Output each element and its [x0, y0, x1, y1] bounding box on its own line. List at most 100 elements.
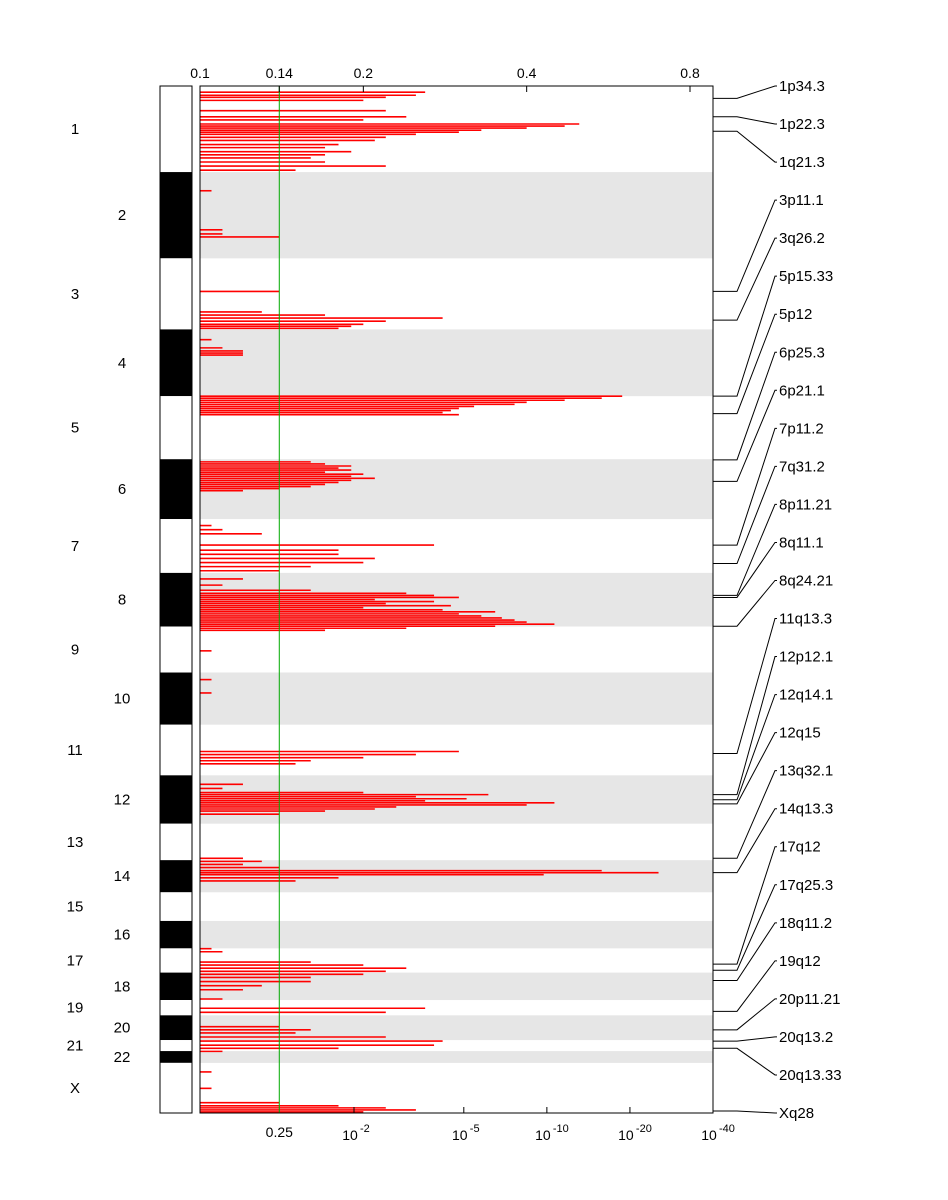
chromosome-label-3: 3: [71, 286, 79, 303]
ideogram-block-15: [160, 892, 192, 921]
bottom-axis-q-label: 0.25: [266, 1124, 293, 1140]
ideogram-block-3: [160, 258, 192, 330]
peak-connector: [713, 846, 777, 965]
peak-connector: [713, 884, 777, 971]
peak-connector: [713, 656, 777, 796]
peak-connector: [713, 732, 777, 805]
peak-label-5p15.33: 5p15.33: [779, 268, 833, 285]
peak-connector: [713, 579, 777, 627]
bottom-axis-pvalue-label: 10: [342, 1127, 358, 1143]
peak-label-7p11.2: 7p11.2: [779, 420, 824, 437]
peak-connector: [713, 694, 777, 801]
peak-label-18q11.2: 18q11.2: [779, 915, 832, 932]
peak-connector: [713, 313, 777, 415]
chromosome-band-20: [200, 1015, 713, 1041]
peak-connector: [713, 389, 777, 482]
ideogram-block-X: [160, 1062, 192, 1113]
peak-label-11q13.3: 11q13.3: [779, 611, 832, 628]
chromosome-label-10: 10: [114, 691, 131, 708]
chromosome-label-X: X: [70, 1080, 80, 1097]
peak-connector: [713, 130, 777, 163]
peak-label-7q31.2: 7q31.2: [779, 458, 825, 475]
peak-label-19q12: 19q12: [779, 953, 821, 970]
ideogram-block-11: [160, 724, 192, 776]
bottom-axis-pvalue-exponent: -5: [470, 1123, 480, 1135]
peak-label-12p12.1: 12p12.1: [779, 649, 833, 666]
chromosome-label-2: 2: [118, 207, 126, 224]
ideogram-block-19: [160, 1000, 192, 1016]
bottom-axis-pvalue-label: 10: [701, 1127, 717, 1143]
chromosome-label-18: 18: [114, 978, 131, 995]
ideogram-block-20: [160, 1015, 192, 1041]
ideogram-block-17: [160, 948, 192, 973]
peak-connector: [713, 237, 777, 321]
chromosome-ideogram: [160, 86, 192, 1113]
chromosome-label-14: 14: [114, 868, 131, 885]
plot-frame: [199, 85, 714, 1114]
ideogram-block-16: [160, 920, 192, 949]
bottom-axis-pvalue-exponent: -10: [553, 1123, 569, 1135]
top-axis-tick-label: 0.8: [680, 65, 700, 81]
ideogram-block-7: [160, 519, 192, 573]
peak-connector: [713, 1036, 777, 1042]
bottom-axis: 0.25 10 -2 10 -5 10 -10 10 -20 10 -40: [266, 1107, 735, 1143]
ideogram-block-12: [160, 775, 192, 824]
bottom-axis-pvalue-label: 10: [535, 1127, 551, 1143]
bottom-axis-pvalue-exponent: -40: [719, 1123, 735, 1135]
chromosome-label-4: 4: [118, 355, 126, 372]
chromosome-label-8: 8: [118, 592, 126, 609]
ideogram-block-14: [160, 860, 192, 893]
peak-connector: [713, 922, 777, 982]
chromosome-bands: [200, 172, 713, 1063]
peak-label-17q12: 17q12: [779, 839, 821, 856]
top-axis: 0.1 0.14 0.2 0.4 0.8: [190, 65, 700, 92]
peak-connector: [713, 618, 777, 755]
peak-connector: [713, 1047, 777, 1076]
ideogram-block-6: [160, 459, 192, 520]
peak-label-20p11.21: 20p11.21: [779, 991, 840, 1008]
peak-connector: [713, 808, 777, 874]
peak-connector: [713, 85, 777, 99]
ideogram-block-10: [160, 672, 192, 725]
chromosome-label-9: 9: [71, 642, 79, 659]
peak-connector: [713, 998, 777, 1031]
peak-label-13q32.1: 13q32.1: [779, 763, 833, 780]
ideogram-block-21: [160, 1040, 192, 1052]
ideogram-block-13: [160, 823, 192, 861]
peak-connector: [713, 960, 777, 1012]
chromosome-label-12: 12: [114, 792, 131, 809]
peak-label-1q21.3: 1q21.3: [779, 154, 825, 171]
peak-connector: [713, 351, 777, 461]
chromosome-label-21: 21: [67, 1038, 84, 1055]
peak-label-8q11.1: 8q11.1: [779, 534, 824, 551]
peak-label-Xq28: Xq28: [779, 1105, 814, 1122]
peak-connector: [713, 199, 777, 292]
chromosome-label-16: 16: [114, 927, 131, 944]
chromosome-band-6: [200, 459, 713, 520]
ideogram-block-1: [160, 86, 192, 173]
chromosome-label-6: 6: [118, 481, 126, 498]
ideogram-block-8: [160, 572, 192, 627]
chromosome-label-19: 19: [67, 1000, 84, 1017]
peak-connector: [713, 1110, 777, 1114]
chromosome-band-14: [200, 860, 713, 893]
peak-label-12q14.1: 12q14.1: [779, 687, 833, 704]
chromosome-label-13: 13: [67, 834, 84, 851]
ideogram-block-5: [160, 396, 192, 460]
chromosome-label-1: 1: [71, 121, 79, 138]
peak-connector: [713, 275, 777, 397]
peak-connector: [713, 503, 777, 596]
chromosome-label-11: 11: [67, 742, 83, 759]
ideogram-block-2: [160, 172, 192, 259]
peak-label-8q24.21: 8q24.21: [779, 572, 833, 589]
peak-label-5p12: 5p12: [779, 306, 812, 323]
peak-label-14q13.3: 14q13.3: [779, 801, 833, 818]
peak-connector: [713, 770, 777, 859]
peak-label-6p21.1: 6p21.1: [779, 382, 825, 399]
amplification-segments: [200, 91, 659, 1113]
top-axis-tick-label: 0.1: [190, 65, 210, 81]
bottom-axis-pvalue-exponent: -2: [360, 1123, 370, 1135]
peak-label-6p25.3: 6p25.3: [779, 344, 825, 361]
peak-label-1p22.3: 1p22.3: [779, 116, 825, 133]
